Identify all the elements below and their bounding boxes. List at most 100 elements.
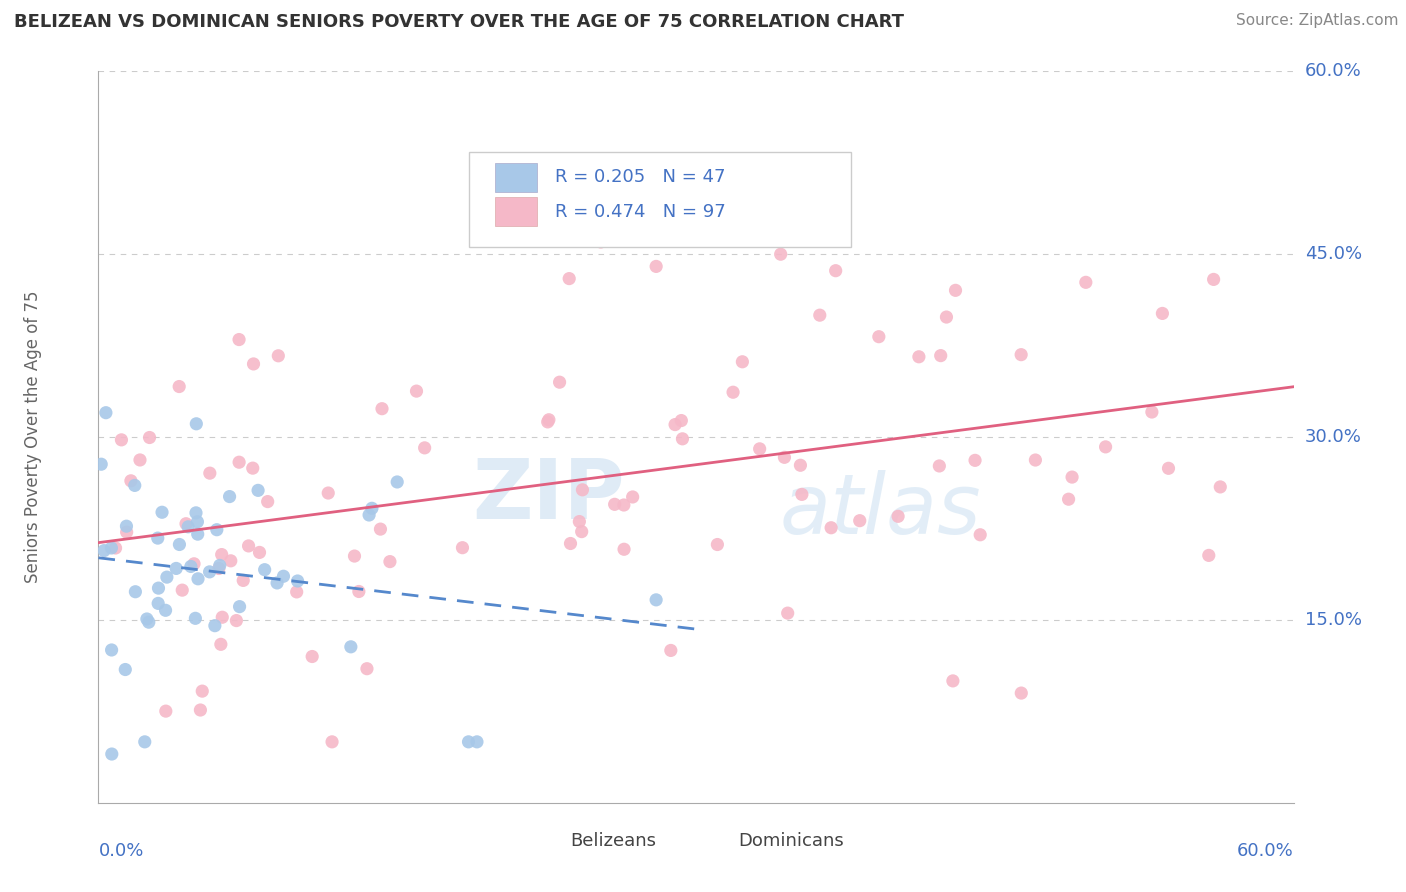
Point — [868, 329, 890, 343]
Point — [205, 523, 228, 537]
Point — [115, 519, 138, 533]
Point — [935, 310, 957, 324]
Point — [1202, 272, 1225, 286]
Point — [138, 615, 160, 630]
Text: 60.0%: 60.0% — [1237, 842, 1294, 860]
Text: BELIZEAN VS DOMINICAN SENIORS POVERTY OVER THE AGE OF 75 CORRELATION CHART: BELIZEAN VS DOMINICAN SENIORS POVERTY OV… — [14, 13, 904, 31]
Point — [748, 442, 770, 456]
Point — [167, 379, 190, 393]
Point — [790, 487, 813, 501]
Text: atlas: atlas — [779, 470, 981, 550]
Point — [621, 490, 644, 504]
Point — [90, 457, 112, 471]
Text: Dominicans: Dominicans — [738, 832, 844, 850]
Point — [928, 458, 950, 473]
Point — [613, 542, 636, 557]
Point — [150, 505, 173, 519]
Point — [115, 525, 138, 540]
Point — [124, 584, 146, 599]
Point — [1024, 453, 1046, 467]
Text: R = 0.474   N = 97: R = 0.474 N = 97 — [555, 202, 725, 221]
Point — [287, 574, 309, 588]
Point — [242, 461, 264, 475]
Point — [208, 561, 231, 575]
Point — [347, 584, 370, 599]
Point — [267, 349, 290, 363]
Point — [186, 515, 208, 529]
Point — [187, 527, 209, 541]
Point — [963, 453, 986, 467]
Point — [969, 528, 991, 542]
Point — [146, 531, 169, 545]
Point — [253, 563, 276, 577]
Point — [209, 637, 232, 651]
Point — [256, 494, 278, 508]
Point — [824, 263, 846, 277]
Point — [134, 735, 156, 749]
Point — [1094, 440, 1116, 454]
Point — [186, 417, 208, 431]
Point — [356, 662, 378, 676]
Point — [645, 260, 668, 274]
FancyBboxPatch shape — [495, 197, 537, 227]
Text: 0.0%: 0.0% — [98, 842, 143, 860]
Point — [808, 308, 831, 322]
Point — [135, 612, 157, 626]
Point — [731, 355, 754, 369]
Point — [156, 570, 179, 584]
Text: 45.0%: 45.0% — [1305, 245, 1362, 263]
Point — [211, 610, 233, 624]
Point — [228, 333, 250, 347]
Point — [155, 704, 177, 718]
Point — [671, 432, 693, 446]
Point — [183, 557, 205, 571]
Point — [225, 614, 247, 628]
Point — [1060, 470, 1083, 484]
Point — [769, 247, 792, 261]
Point — [613, 498, 636, 512]
Point — [273, 569, 295, 583]
Point — [1198, 549, 1220, 563]
Point — [1010, 348, 1032, 362]
Point — [908, 350, 931, 364]
Point — [208, 558, 231, 573]
Point — [645, 592, 668, 607]
Point — [104, 541, 127, 555]
Point — [169, 537, 191, 551]
Point — [1140, 405, 1163, 419]
Point — [219, 554, 242, 568]
Point — [589, 235, 612, 249]
Point — [187, 572, 209, 586]
Point — [190, 703, 212, 717]
Point — [340, 640, 363, 654]
Point — [671, 413, 693, 427]
Point — [537, 415, 560, 429]
Point — [172, 583, 194, 598]
Point — [465, 735, 488, 749]
Point — [1209, 480, 1232, 494]
Point — [191, 684, 214, 698]
Point — [285, 585, 308, 599]
Point — [929, 349, 952, 363]
FancyBboxPatch shape — [696, 830, 730, 853]
Point — [1157, 461, 1180, 475]
Point — [887, 509, 910, 524]
Point — [820, 521, 842, 535]
Point — [184, 611, 207, 625]
Point — [1057, 492, 1080, 507]
Point — [1010, 686, 1032, 700]
Point — [371, 401, 394, 416]
Text: ZIP: ZIP — [472, 455, 624, 536]
Point — [776, 606, 799, 620]
Point — [405, 384, 427, 398]
Point — [558, 271, 581, 285]
Text: 15.0%: 15.0% — [1305, 611, 1361, 629]
Point — [359, 508, 381, 522]
Point — [100, 541, 122, 555]
Point — [148, 596, 170, 610]
Text: Seniors Poverty Over the Age of 75: Seniors Poverty Over the Age of 75 — [24, 291, 42, 583]
Point — [378, 555, 401, 569]
Point — [457, 735, 479, 749]
Point — [1074, 276, 1097, 290]
Point — [155, 603, 177, 617]
